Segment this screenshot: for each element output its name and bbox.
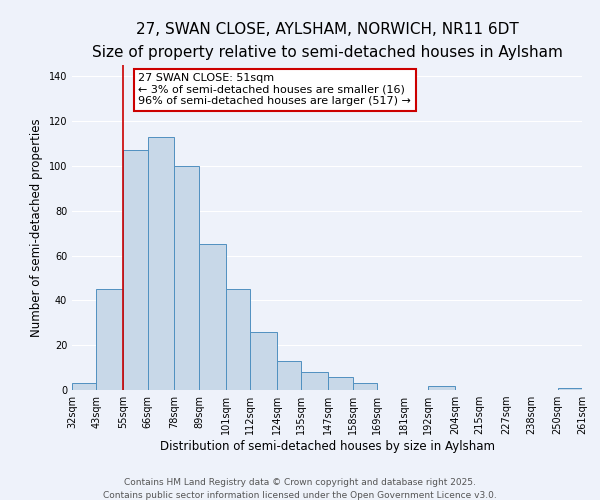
Bar bbox=[175, 166, 199, 390]
X-axis label: Distribution of semi-detached houses by size in Aylsham: Distribution of semi-detached houses by … bbox=[160, 440, 494, 453]
Bar bbox=[123, 150, 148, 390]
Bar bbox=[557, 388, 582, 390]
Bar bbox=[301, 372, 328, 390]
Bar bbox=[277, 361, 301, 390]
Text: 27 SWAN CLOSE: 51sqm
← 3% of semi-detached houses are smaller (16)
96% of semi-d: 27 SWAN CLOSE: 51sqm ← 3% of semi-detach… bbox=[139, 73, 411, 106]
Bar bbox=[226, 289, 250, 390]
Bar bbox=[328, 376, 353, 390]
Y-axis label: Number of semi-detached properties: Number of semi-detached properties bbox=[30, 118, 43, 337]
Bar bbox=[199, 244, 226, 390]
Bar bbox=[148, 136, 175, 390]
Bar bbox=[250, 332, 277, 390]
Bar bbox=[353, 384, 377, 390]
Bar bbox=[72, 384, 97, 390]
Title: 27, SWAN CLOSE, AYLSHAM, NORWICH, NR11 6DT
Size of property relative to semi-det: 27, SWAN CLOSE, AYLSHAM, NORWICH, NR11 6… bbox=[92, 22, 562, 60]
Text: Contains HM Land Registry data © Crown copyright and database right 2025.
Contai: Contains HM Land Registry data © Crown c… bbox=[103, 478, 497, 500]
Bar bbox=[428, 386, 455, 390]
Bar bbox=[97, 289, 123, 390]
